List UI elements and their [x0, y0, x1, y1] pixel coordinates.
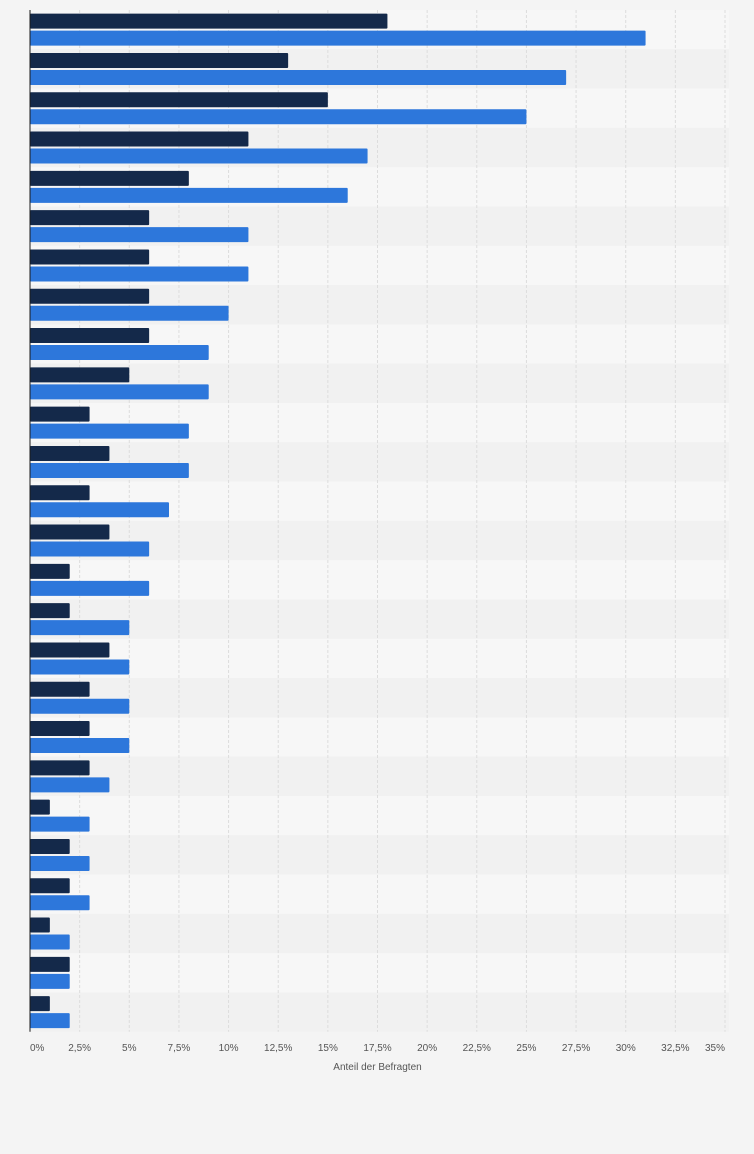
bar-series-1 [30, 131, 249, 147]
row-band [30, 835, 729, 875]
bar-series-1 [30, 52, 289, 68]
bar-series-1 [30, 445, 110, 461]
bar-series-1 [30, 288, 150, 304]
row-band [30, 913, 729, 954]
bar-series-2 [30, 227, 249, 243]
bar-series-1 [30, 721, 90, 737]
bar-series-2 [30, 895, 90, 911]
bar-series-2 [30, 305, 229, 321]
bar-series-1 [30, 524, 110, 540]
x-tick-label: 22,5% [463, 1043, 491, 1054]
row-band [30, 796, 729, 836]
bar-series-1 [30, 799, 50, 815]
row-band [30, 953, 729, 993]
bar-series-2 [30, 148, 368, 164]
bar-series-2 [30, 109, 527, 125]
bar-series-2 [30, 462, 189, 478]
row-bands [30, 10, 729, 1032]
x-tick-label: 15% [318, 1043, 338, 1054]
bar-series-2 [30, 659, 130, 675]
bar-series-1 [30, 563, 70, 579]
bar-series-2 [30, 698, 130, 714]
x-tick-label: 27,5% [562, 1043, 590, 1054]
bar-series-2 [30, 1013, 70, 1029]
bar-series-2 [30, 777, 110, 793]
row-band [30, 992, 729, 1032]
bar-series-2 [30, 30, 646, 46]
row-band [30, 717, 729, 757]
x-axis-label: Anteil der Befragten [333, 1062, 421, 1073]
x-tick-label: 10% [219, 1043, 239, 1054]
bar-series-1 [30, 603, 70, 619]
bar-series-1 [30, 92, 328, 108]
x-tick-label: 0% [30, 1043, 45, 1054]
bar-series-1 [30, 210, 150, 226]
bar-series-1 [30, 13, 388, 29]
bar-series-2 [30, 580, 150, 596]
bar-series-2 [30, 855, 90, 871]
x-tick-label: 20% [417, 1043, 437, 1054]
bar-series-2 [30, 973, 70, 989]
x-tick-label: 7,5% [168, 1043, 191, 1054]
bar-series-2 [30, 423, 189, 439]
bar-series-1 [30, 249, 150, 265]
bar-series-2 [30, 934, 70, 950]
row-band [30, 874, 729, 914]
bar-series-1 [30, 642, 110, 658]
bar-series-2 [30, 266, 249, 282]
bars [30, 13, 646, 1029]
row-band [30, 756, 729, 796]
row-band [30, 638, 729, 679]
x-tick-label: 5% [122, 1043, 137, 1054]
x-tick-label: 32,5% [661, 1043, 689, 1054]
bar-series-1 [30, 838, 70, 854]
bar-series-1 [30, 367, 130, 383]
x-tick-label: 25% [516, 1043, 536, 1054]
bar-series-1 [30, 956, 70, 972]
x-tick-label: 30% [616, 1043, 636, 1054]
bar-series-1 [30, 485, 90, 501]
x-tick-labels: 0% 2,5% 5% 7,5% 10% 12,5% 15% 17,5% 20% 22,5% 25% 2… [30, 1043, 725, 1054]
bar-series-1 [30, 681, 90, 697]
bar-series-2 [30, 816, 90, 832]
bar-series-2 [30, 187, 348, 203]
bar-series-1 [30, 760, 90, 776]
bar-series-2 [30, 502, 169, 518]
bar-series-1 [30, 878, 70, 894]
bar-series-2 [30, 541, 150, 557]
bar-series-1 [30, 328, 150, 344]
bar-series-1 [30, 406, 90, 422]
bar-series-1 [30, 996, 50, 1012]
row-band [30, 678, 729, 718]
bar-series-2 [30, 384, 209, 400]
bar-series-2 [30, 738, 130, 754]
x-tick-label: 17,5% [363, 1043, 391, 1054]
bar-series-2 [30, 620, 130, 636]
bar-series-2 [30, 345, 209, 361]
bar-series-1 [30, 170, 189, 186]
bar-series-2 [30, 69, 567, 85]
bar-series-1 [30, 917, 50, 933]
x-tick-label: 2,5% [68, 1043, 91, 1054]
row-band [30, 599, 729, 639]
x-tick-label: 12,5% [264, 1043, 292, 1054]
x-tick-label: 35% [705, 1043, 725, 1054]
